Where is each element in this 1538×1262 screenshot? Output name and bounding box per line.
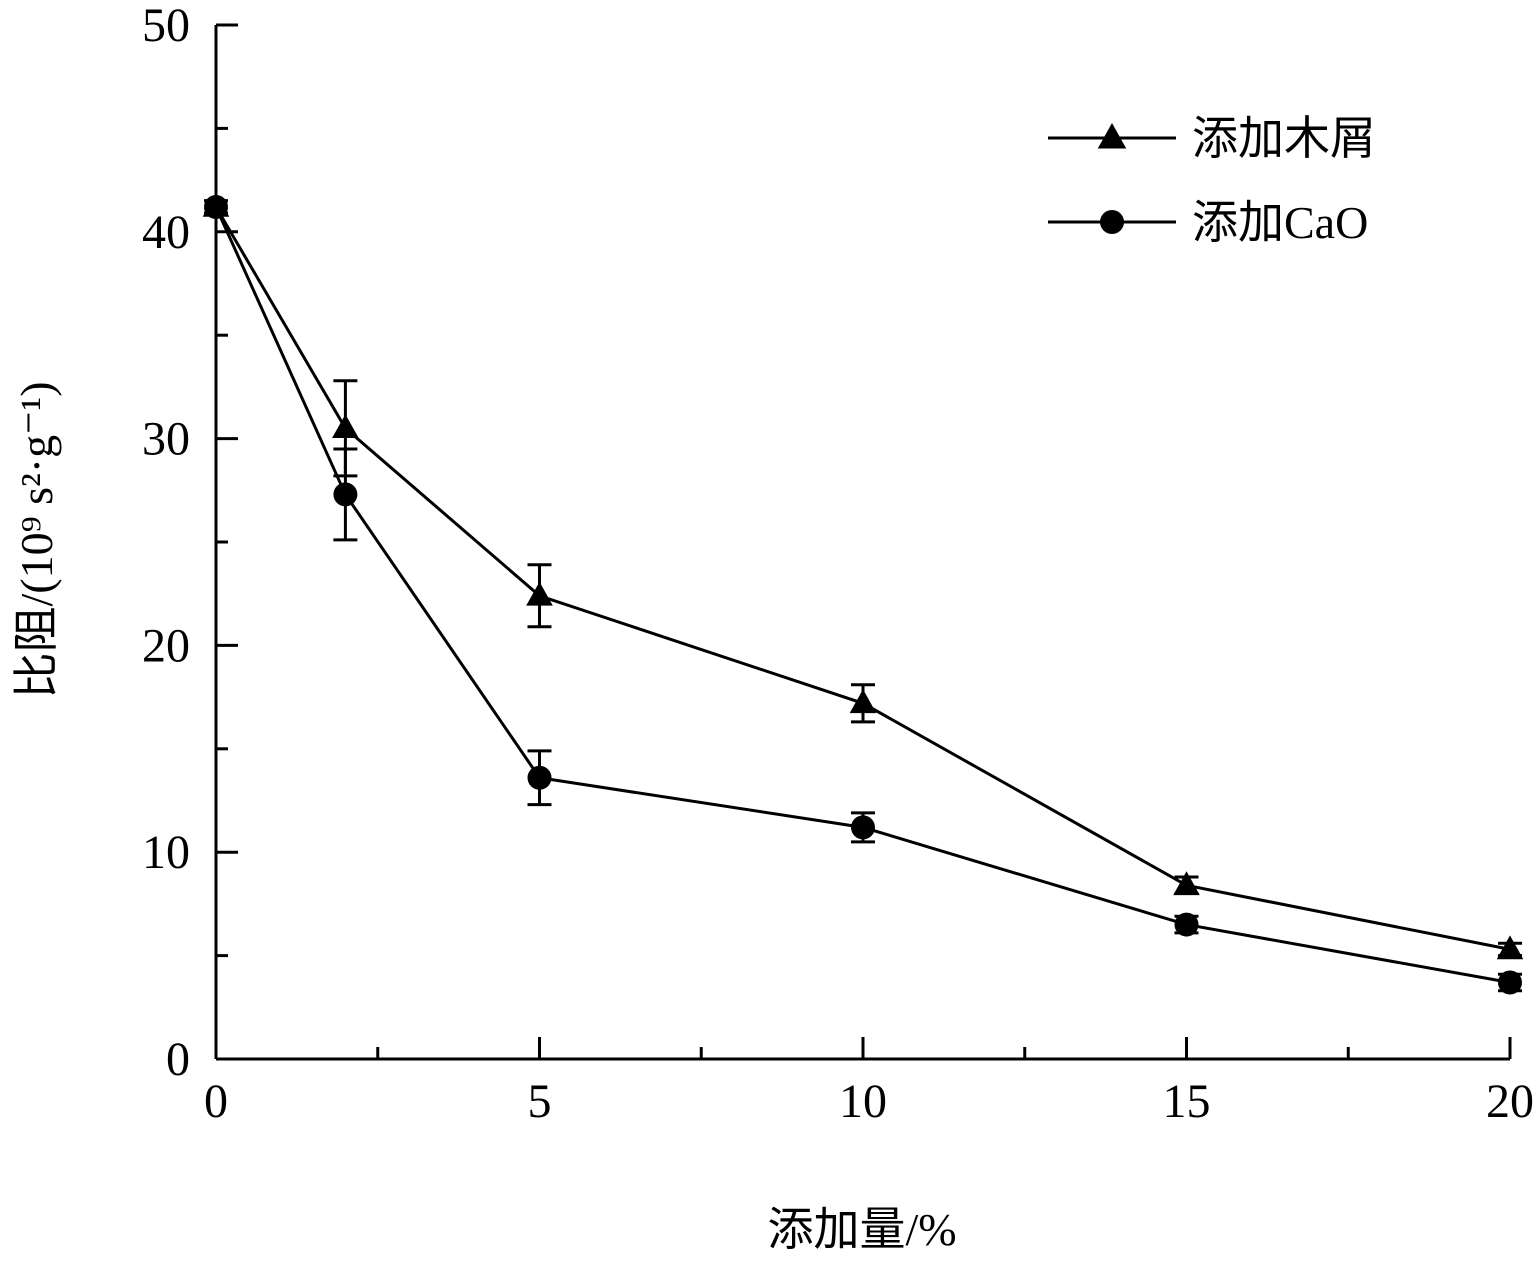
series-circle xyxy=(204,194,1522,995)
y-tick-label: 0 xyxy=(166,1033,190,1086)
data-point-circle xyxy=(527,765,552,790)
y-axis-label: 比阻/(10⁹ s²·g⁻¹) xyxy=(11,381,62,698)
axes: 0 10 20 30 40 50 0 5 10 15 20 xyxy=(142,0,1534,1128)
x-tick-label: 20 xyxy=(1486,1075,1534,1128)
data-point-circle xyxy=(333,482,358,507)
legend-marker-triangle xyxy=(1097,123,1127,149)
legend-marker-circle xyxy=(1100,210,1124,234)
x-tick-label: 10 xyxy=(839,1075,887,1128)
data-point-circle xyxy=(204,194,228,219)
data-point-triangle xyxy=(526,581,553,606)
x-tick-label: 5 xyxy=(528,1075,552,1128)
x-tick-label: 15 xyxy=(1163,1075,1211,1128)
data-point-triangle xyxy=(1496,935,1524,960)
y-tick-label: 30 xyxy=(142,413,190,466)
series-line xyxy=(214,206,1511,951)
y-tick-label: 40 xyxy=(142,206,190,259)
data-point-circle xyxy=(1498,970,1522,995)
data-point-circle xyxy=(1174,912,1199,937)
y-tick-label: 20 xyxy=(142,619,190,672)
series-line xyxy=(214,206,1511,984)
y-tick-label: 10 xyxy=(142,826,190,879)
data-point-circle xyxy=(851,815,875,840)
data-point-triangle xyxy=(849,689,877,714)
data-point-triangle xyxy=(1173,871,1200,896)
data-point-triangle xyxy=(332,414,359,439)
x-tick-label: 0 xyxy=(204,1075,228,1128)
series-layer xyxy=(202,192,1524,995)
x-axis-label: 添加量/% xyxy=(767,1204,956,1255)
legend-label: 添加CaO xyxy=(1192,197,1368,248)
legend-label: 添加木屑 xyxy=(1192,113,1376,164)
y-tick-label: 50 xyxy=(142,0,190,52)
